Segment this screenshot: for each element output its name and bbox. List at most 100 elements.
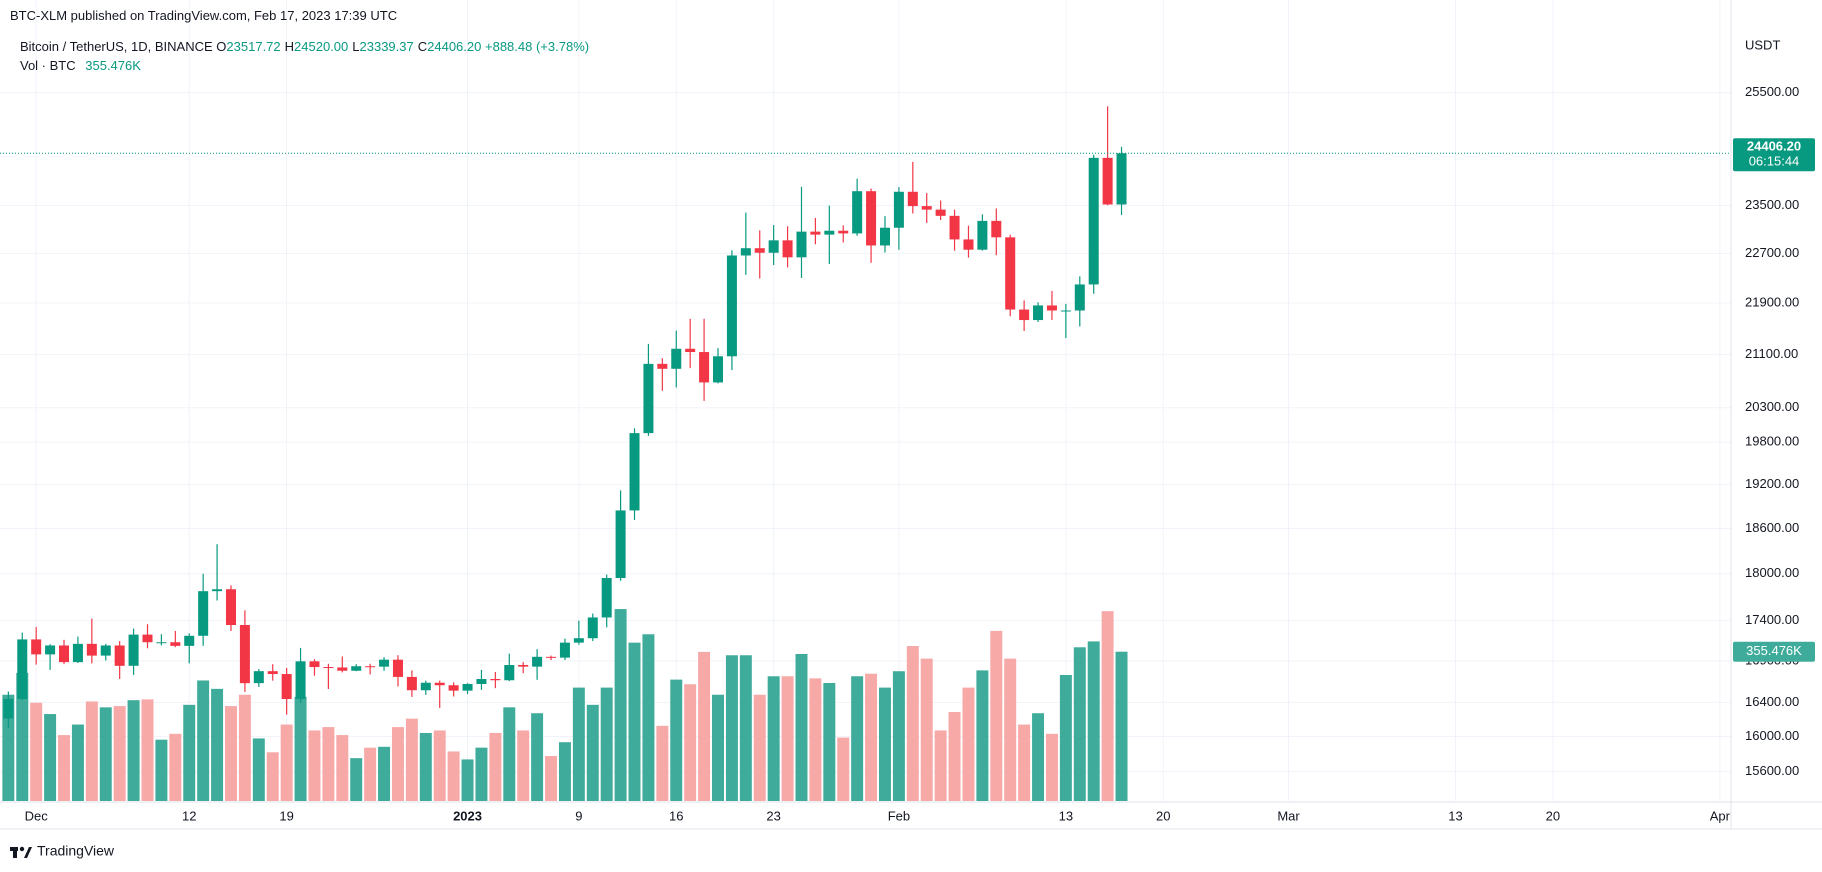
x-tick-label: 20 [1546, 808, 1560, 823]
candle-body [462, 683, 473, 691]
volume-bar [85, 701, 98, 801]
candle-body [3, 699, 14, 719]
candle-body [128, 634, 139, 666]
x-tick-label: 19 [279, 808, 293, 823]
candle-body [712, 356, 724, 383]
y-tick-label: 17400.00 [1745, 612, 1799, 627]
volume-bar [378, 746, 391, 801]
candle-body [518, 664, 529, 667]
candle-body [991, 220, 1002, 238]
candle-body [546, 656, 557, 658]
volume-bar [976, 670, 989, 801]
candle-body [490, 679, 501, 681]
candle-body [866, 191, 877, 246]
candle-body [601, 578, 612, 618]
volume-bar [1004, 658, 1017, 801]
candle-body [838, 230, 849, 234]
volume-bar [447, 751, 460, 801]
y-tick-label: 18600.00 [1745, 520, 1799, 535]
countdown: 06:15:44 [1749, 154, 1800, 169]
candle-body [852, 191, 863, 234]
candle-body [893, 191, 904, 228]
candle-body [142, 634, 153, 643]
volume-legend: Vol · BTC 355.476K [20, 58, 141, 73]
candle-body [504, 664, 515, 681]
volume-bar [225, 706, 237, 801]
y-tick-label: 19200.00 [1745, 476, 1799, 491]
volume-bar [1101, 611, 1114, 801]
volume-bar [572, 687, 585, 801]
ohlc-value: 23517.72 [226, 39, 281, 54]
candle-body [337, 667, 348, 671]
candle-body [17, 639, 28, 700]
candle-body [532, 656, 543, 667]
y-tick-label: 20300.00 [1745, 399, 1799, 414]
volume-bar [127, 700, 140, 801]
y-tick-label: 25500.00 [1745, 84, 1799, 99]
y-tick-label: 23500.00 [1745, 197, 1799, 212]
candle-body [45, 645, 56, 655]
candle-body [629, 433, 640, 511]
volume-title: Vol · BTC [20, 58, 76, 73]
candle-body [406, 676, 417, 691]
brand: TradingView [37, 843, 115, 859]
candle-body [114, 645, 125, 666]
volume-bar [586, 704, 599, 801]
x-tick-label: 23 [766, 808, 780, 823]
ohlc: O23517.72 H24520.00 L23339.37 C24406.20 [216, 39, 481, 54]
volume-bar [656, 725, 669, 801]
volume-bar [684, 684, 697, 801]
volume-bar [628, 642, 641, 801]
y-tick-label: 18000.00 [1745, 565, 1799, 580]
candle-body [907, 191, 918, 207]
volume-bar [865, 673, 878, 801]
y-unit: USDT [1745, 37, 1780, 52]
candle-body [1019, 309, 1030, 321]
volume-bar [44, 714, 57, 801]
x-tick-label: 13 [1448, 808, 1462, 823]
candle-body [810, 231, 821, 235]
candle-body [31, 639, 42, 655]
volume-bar [725, 655, 738, 801]
candle-body [58, 645, 70, 663]
volume-bar [878, 687, 891, 801]
volume-bar [169, 733, 182, 801]
volume-bar [503, 707, 516, 801]
last-price-label: 24406.20 [1747, 139, 1801, 154]
candle-body [198, 591, 209, 636]
candle-body [1088, 157, 1099, 285]
candle-body [156, 642, 167, 644]
candle-body [379, 659, 390, 667]
volume-bar [558, 742, 571, 801]
candle-body [685, 348, 696, 353]
candles [3, 106, 1127, 728]
candle-body [225, 589, 236, 626]
ohlc-value: 23339.37 [359, 39, 414, 54]
volume-bar [1045, 733, 1058, 801]
ohlc-key: O [216, 39, 227, 54]
volume-axis-label: 355.476K [1746, 643, 1802, 658]
candle-body [782, 240, 793, 258]
volume-bar [336, 735, 349, 801]
volume-bar [809, 678, 822, 801]
volume-value: 355.476K [85, 58, 141, 73]
volume-bar [71, 724, 84, 801]
candle-body [476, 679, 487, 684]
candle-body [184, 635, 195, 646]
volume-bar [892, 671, 905, 801]
candle-body [643, 363, 654, 434]
volume-bar [517, 730, 530, 801]
candle-body [1033, 305, 1044, 321]
volume-bar [851, 676, 864, 801]
volume-bar [2, 694, 15, 801]
volume-bar [948, 711, 961, 801]
candle-body [657, 363, 668, 369]
candle-body [768, 240, 779, 253]
volume-bar [113, 706, 126, 801]
volume-bar [698, 651, 711, 801]
volume-bar [837, 737, 850, 801]
volume-bar [642, 634, 655, 801]
candle-body [1102, 157, 1113, 205]
volume-bar [712, 694, 724, 801]
